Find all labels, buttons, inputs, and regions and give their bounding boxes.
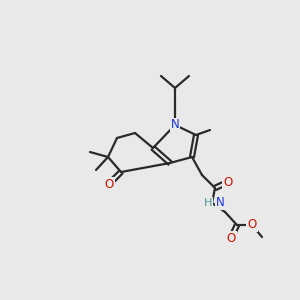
Text: O: O [224,176,232,188]
Text: H: H [204,198,212,208]
Text: O: O [248,218,256,232]
Text: O: O [226,232,236,244]
Text: N: N [171,118,179,131]
Text: O: O [104,178,114,190]
Text: N: N [216,196,225,209]
